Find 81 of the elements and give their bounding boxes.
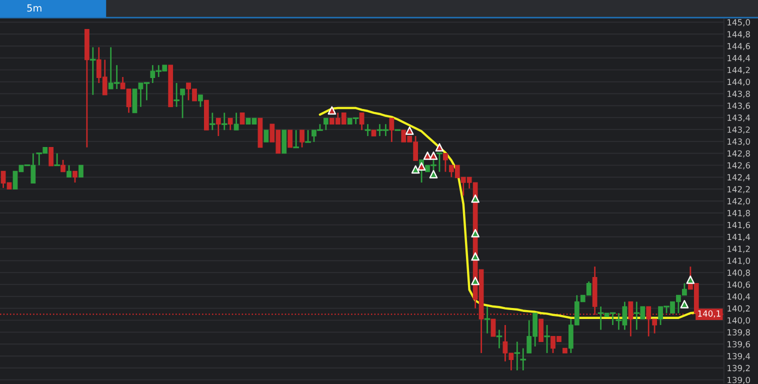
candlestick xyxy=(389,117,394,143)
candlestick xyxy=(174,82,180,108)
y-tick-label: 140,2 xyxy=(728,305,750,312)
point xyxy=(471,194,480,203)
candlestick xyxy=(90,46,96,96)
y-tick-label: 142,2 xyxy=(728,186,750,194)
candlestick xyxy=(54,152,60,166)
y-tick-label: 139,8 xyxy=(728,329,750,336)
y-tick-label: 142,0 xyxy=(728,198,750,206)
candlestick xyxy=(305,129,311,143)
y-tick-label: 141,4 xyxy=(728,234,750,241)
point xyxy=(680,300,689,308)
candlestick xyxy=(436,152,442,173)
y-tick-label: 143,6 xyxy=(728,102,750,110)
candlestick xyxy=(198,94,203,108)
candlestick xyxy=(288,129,293,148)
candlestick xyxy=(72,170,78,184)
y-tick-label: 143,8 xyxy=(728,90,750,98)
point xyxy=(435,143,444,152)
candlestick xyxy=(293,129,299,148)
point xyxy=(471,276,480,286)
candlestick xyxy=(324,117,328,131)
y-tick-label: 141,0 xyxy=(728,258,750,265)
candlestick xyxy=(180,88,185,119)
candlestick xyxy=(364,123,371,137)
y-tick-label: 144,2 xyxy=(728,66,750,74)
candlestick xyxy=(228,117,233,131)
ref-line-label: 140,1 xyxy=(698,310,720,318)
candlestick xyxy=(48,147,54,166)
candlestick xyxy=(300,129,304,148)
y-tick-label: 141,2 xyxy=(728,246,750,253)
candlestick xyxy=(538,318,544,342)
candlestick xyxy=(514,341,520,372)
point xyxy=(417,162,426,171)
candlestick xyxy=(496,329,502,349)
candlestick xyxy=(209,112,216,131)
y-tick-label: 140,6 xyxy=(728,281,750,289)
y-tick-label: 143,0 xyxy=(728,138,750,146)
y-tick-label: 142,4 xyxy=(728,174,750,182)
y-tick-label: 144,6 xyxy=(728,43,750,50)
y-tick-label: 141,8 xyxy=(728,210,750,218)
point xyxy=(471,229,480,238)
y-tick-label: 139,2 xyxy=(728,364,750,372)
candlestick xyxy=(78,164,84,178)
point xyxy=(471,252,480,261)
y-tick-label: 140,8 xyxy=(728,270,750,277)
candlestick xyxy=(490,318,496,337)
y-tick-label: 142,8 xyxy=(728,150,750,158)
y-tick-label: 142,6 xyxy=(728,162,750,170)
y-tick-label: 144,0 xyxy=(728,78,750,86)
y-tick-label: 144,4 xyxy=(728,55,750,62)
candlestick xyxy=(234,112,239,131)
point xyxy=(423,152,432,160)
y-tick-label: 145,0 xyxy=(728,19,750,26)
point xyxy=(429,170,438,178)
point xyxy=(411,165,420,174)
y-tick-label: 143,2 xyxy=(728,126,750,134)
candlestick xyxy=(66,164,72,178)
candlestick xyxy=(240,112,245,124)
candlestick xyxy=(60,159,66,173)
candlestick xyxy=(359,112,364,131)
point xyxy=(686,276,695,284)
y-tick-label: 139,0 xyxy=(728,376,750,384)
y-tick-label: 140,0 xyxy=(728,317,750,324)
y-tick-label: 139,6 xyxy=(728,341,750,348)
point xyxy=(405,126,414,135)
y-tick-label: 144,8 xyxy=(728,31,750,38)
y-tick-label: 141,6 xyxy=(728,222,750,230)
point xyxy=(328,106,336,115)
y-tick-label: 139,4 xyxy=(728,353,750,360)
candlestick xyxy=(221,112,228,131)
point xyxy=(429,152,438,160)
candlestick xyxy=(520,348,526,372)
candlestick xyxy=(282,130,287,154)
y-tick-label: 140,4 xyxy=(728,293,750,301)
chart-title: 5m xyxy=(27,4,42,12)
candlestick xyxy=(264,130,269,142)
candlestick xyxy=(544,324,550,354)
candlestick xyxy=(216,117,221,137)
y-tick-label: 143,4 xyxy=(728,114,750,122)
candlestick xyxy=(484,306,490,334)
